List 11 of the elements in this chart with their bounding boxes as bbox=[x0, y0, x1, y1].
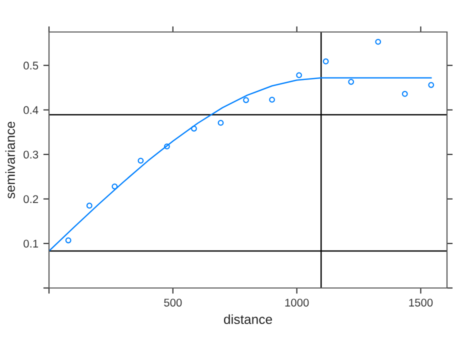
x-axis-title: distance bbox=[224, 314, 272, 324]
y-tick-label: 0.3 bbox=[24, 150, 38, 159]
y-tick-label: 0.4 bbox=[24, 106, 38, 114]
y-tick-label: 0.5 bbox=[24, 62, 38, 70]
x-tick-label: 1000 bbox=[285, 298, 309, 307]
y-tick-label: 0.2 bbox=[24, 195, 38, 204]
x-tick-label: 1500 bbox=[409, 298, 433, 307]
line-series bbox=[49, 77, 432, 252]
y-tick-label: 0.1 bbox=[24, 240, 38, 248]
x-tick-label: 500 bbox=[164, 298, 182, 307]
y-axis-title: semivariance bbox=[5, 122, 15, 198]
